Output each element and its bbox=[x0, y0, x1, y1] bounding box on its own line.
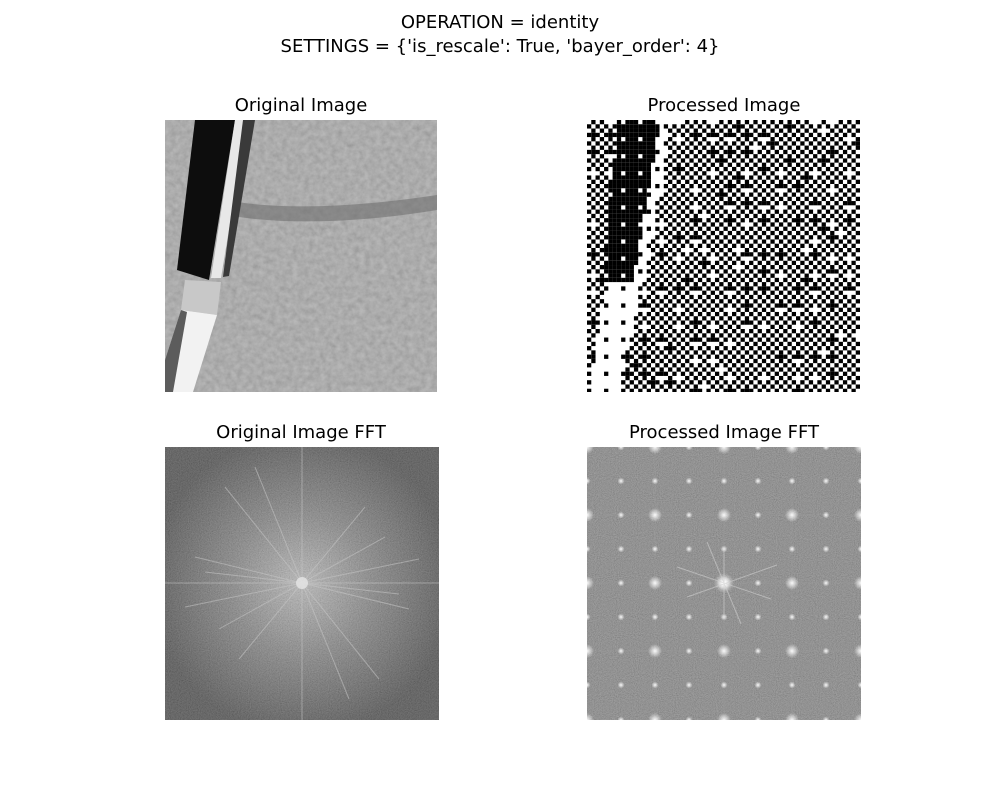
original-image bbox=[165, 120, 437, 392]
figure-title-settings: SETTINGS = {'is_rescale': True, 'bayer_o… bbox=[0, 35, 1000, 59]
processed-image-title: Processed Image bbox=[574, 95, 874, 117]
fft-center bbox=[296, 577, 308, 589]
pole-band bbox=[181, 280, 221, 315]
original-fft-graphic bbox=[165, 447, 439, 720]
processed-image-fft bbox=[587, 447, 861, 720]
processed-image-graphic bbox=[587, 120, 860, 392]
original-image-graphic bbox=[165, 120, 437, 392]
original-fft-title: Original Image FFT bbox=[151, 422, 451, 444]
original-image-fft bbox=[165, 447, 439, 720]
processed-image bbox=[587, 120, 860, 392]
original-image-title: Original Image bbox=[151, 95, 451, 117]
figure-title-operation: OPERATION = identity bbox=[0, 11, 1000, 35]
processed-fft-title: Processed Image FFT bbox=[574, 422, 874, 444]
processed-fft-graphic bbox=[587, 447, 861, 720]
